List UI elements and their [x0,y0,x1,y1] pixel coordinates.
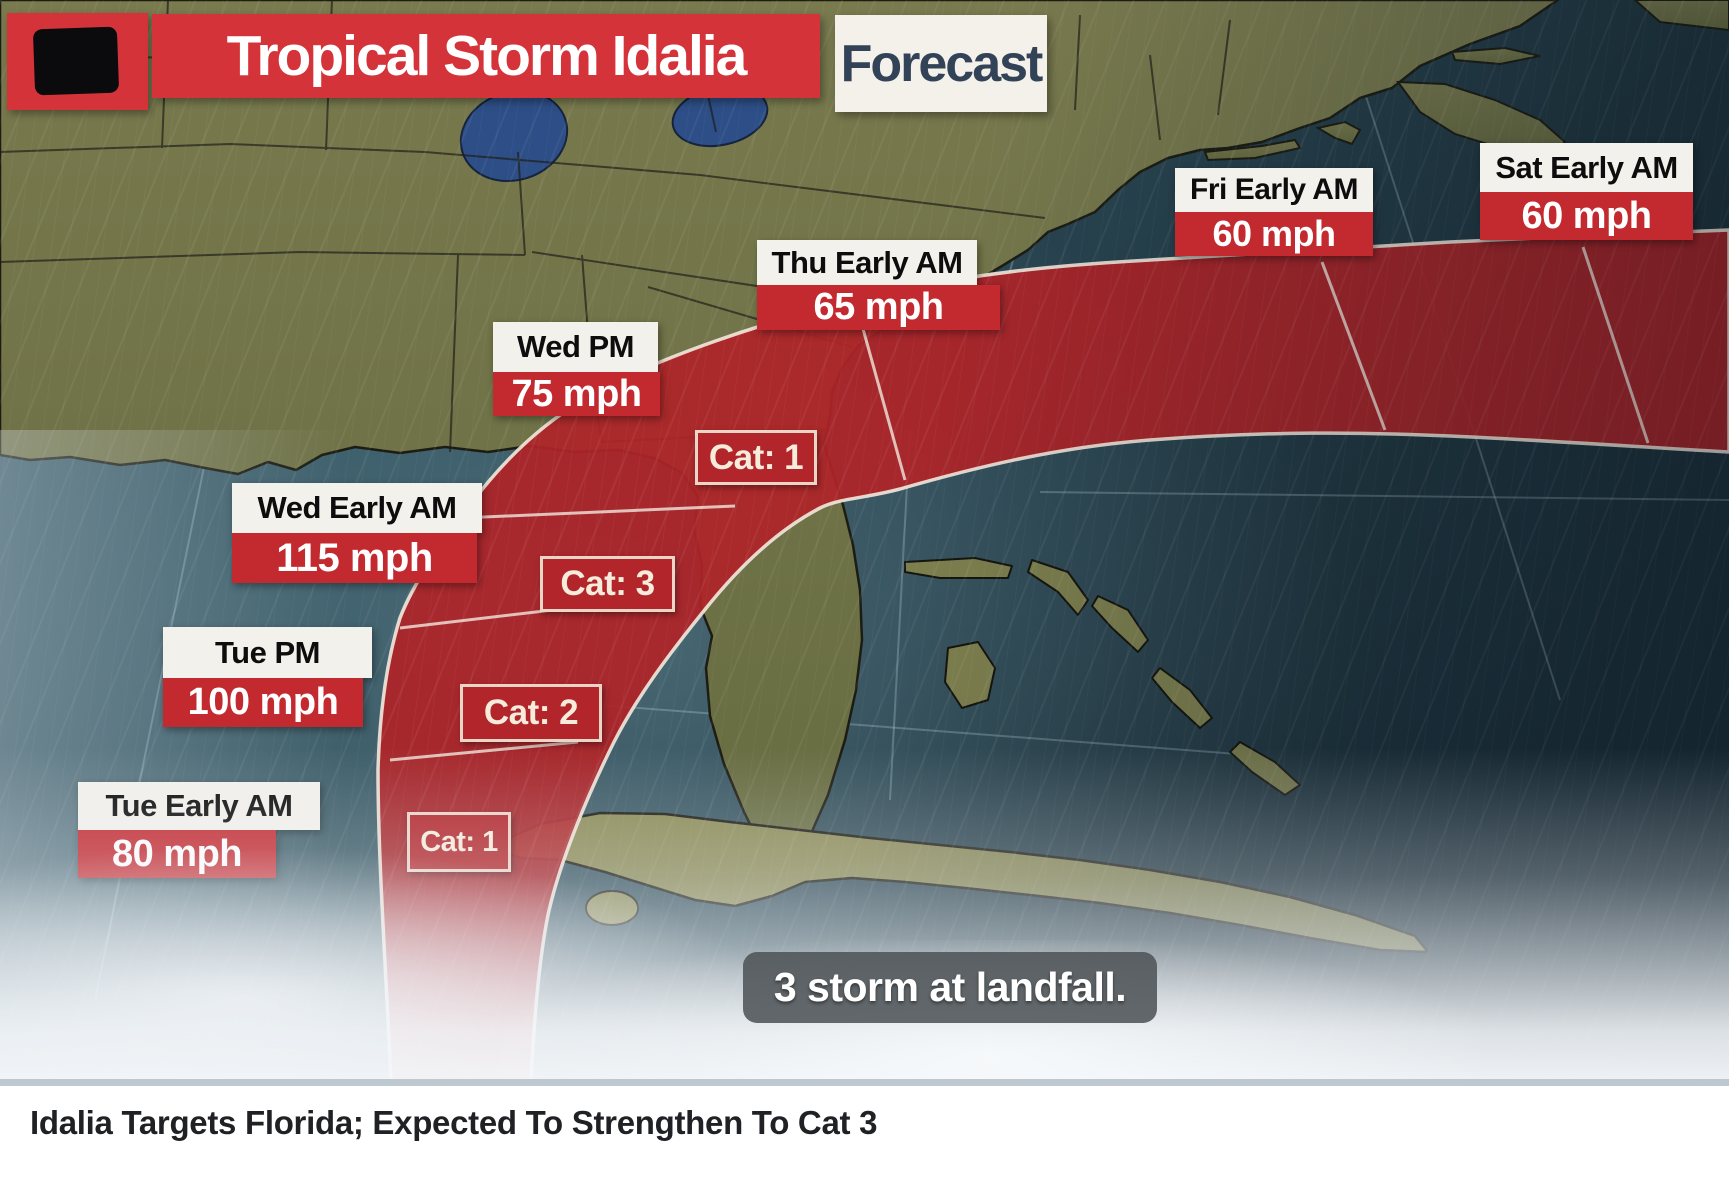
forecast-wind: 100 mph [163,678,363,727]
forecast-wind: 60 mph [1175,212,1373,256]
cape-cod [1315,120,1362,146]
category-marker-cat1-north: Cat: 1 [695,430,817,485]
category-marker-cat2: Cat: 2 [460,684,602,742]
black-square-logo-icon [32,26,120,96]
forecast-label-wed-pm: Wed PM 75 mph [493,322,660,416]
corner-land [1633,0,1729,32]
channel-logo [7,13,148,110]
forecast-mode-label: Forecast [840,34,1044,93]
forecast-time: Tue Early AM [78,782,320,830]
storm-title: Tropical Storm Idalia [226,24,748,88]
forecast-label-tue-early-am: Tue Early AM 80 mph [78,782,320,878]
forecast-time: Wed Early AM [232,483,482,533]
forecast-time: Tue PM [163,627,372,678]
forecast-wind: 80 mph [78,830,276,878]
caption-pill: 3 storm at landfall. [743,952,1157,1023]
forecast-time: Thu Early AM [757,240,977,285]
caption-text: 3 storm at landfall. [773,964,1127,1010]
long-island [1203,138,1302,162]
storm-title-banner: Tropical Storm Idalia [152,14,820,98]
pei-island [1450,46,1541,66]
forecast-time: Sat Early AM [1480,143,1693,192]
headline-text: Idalia Targets Florida; Expected To Stre… [30,1104,878,1141]
forecast-wind: 65 mph [757,285,1000,330]
isle-of-youth [585,890,639,926]
forecast-label-wed-early-am: Wed Early AM 115 mph [232,483,482,583]
forecast-label-sat-early-am: Sat Early AM 60 mph [1480,143,1693,240]
category-marker-cat3: Cat: 3 [540,556,675,612]
forecast-label-fri-early-am: Fri Early AM 60 mph [1175,168,1373,256]
weather-map: Tue Early AM 80 mph Tue PM 100 mph Wed E… [0,0,1729,1086]
forecast-time: Wed PM [493,322,658,372]
forecast-time: Fri Early AM [1175,168,1373,212]
forecast-label-tue-pm: Tue PM 100 mph [163,627,372,727]
forecast-wind: 115 mph [232,533,477,583]
lakes [459,84,769,183]
forecast-mode-banner: Forecast [835,15,1047,112]
forecast-wind: 75 mph [493,372,660,416]
forecast-label-thu-early-am: Thu Early AM 65 mph [757,240,1000,330]
headline-bar: Idalia Targets Florida; Expected To Stre… [0,1086,1729,1180]
category-marker-cat1-south: Cat: 1 [407,812,511,872]
forecast-wind: 60 mph [1480,192,1693,240]
